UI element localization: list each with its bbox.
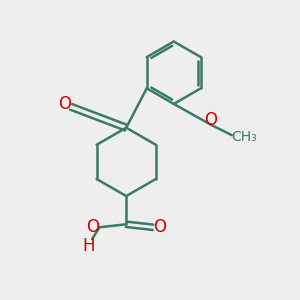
Text: O: O [204,111,218,129]
Text: H: H [83,237,95,255]
Text: O: O [86,218,99,236]
Text: O: O [58,95,71,113]
Text: O: O [153,218,166,236]
Text: CH₃: CH₃ [231,130,257,144]
